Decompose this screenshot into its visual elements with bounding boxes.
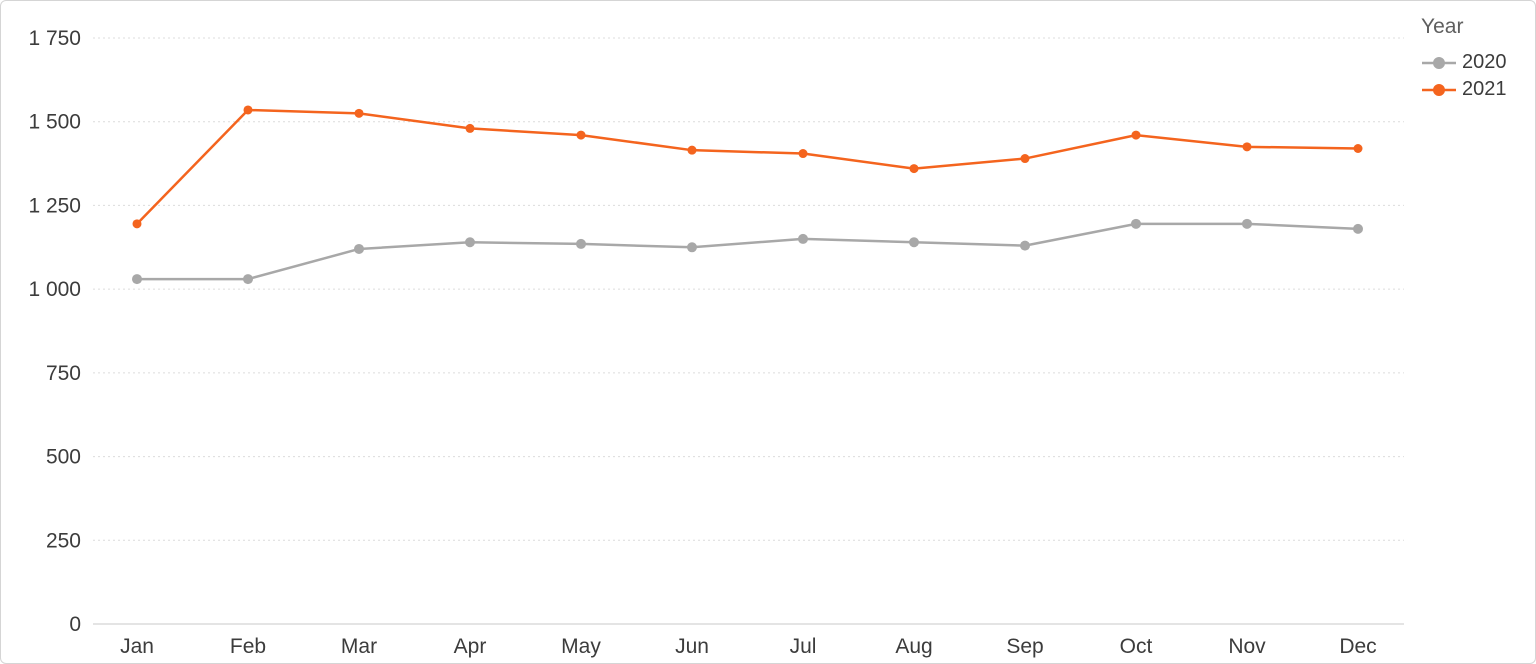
x-tick-label-may: May bbox=[561, 635, 601, 658]
x-tick-label-feb: Feb bbox=[230, 635, 266, 658]
point-2020-oct[interactable] bbox=[1131, 218, 1141, 229]
x-tick-label-oct: Oct bbox=[1120, 635, 1153, 658]
series-line-2021 bbox=[135, 108, 1360, 226]
point-2021-aug[interactable] bbox=[909, 164, 919, 174]
y-tick-label-0: 0 bbox=[69, 613, 81, 636]
point-2021-nov[interactable] bbox=[1242, 142, 1252, 152]
y-tick-label-500: 500 bbox=[46, 446, 81, 469]
x-tick-label-nov: Nov bbox=[1228, 635, 1266, 658]
legend-marker-2020-icon bbox=[1422, 56, 1456, 69]
legend: Year 2020 2021 bbox=[1421, 15, 1531, 103]
x-tick-label-mar: Mar bbox=[341, 635, 377, 658]
point-2020-nov[interactable] bbox=[1242, 218, 1252, 229]
point-2021-oct[interactable] bbox=[1131, 130, 1141, 140]
x-tick-label-dec: Dec bbox=[1339, 635, 1376, 658]
point-2021-mar[interactable] bbox=[354, 108, 364, 118]
x-tick-label-sep: Sep bbox=[1006, 635, 1043, 658]
point-2020-feb[interactable] bbox=[243, 274, 253, 285]
y-tick-label-750: 750 bbox=[46, 362, 81, 385]
point-2021-apr[interactable] bbox=[465, 123, 475, 133]
point-2020-jun[interactable] bbox=[687, 242, 697, 253]
legend-title: Year bbox=[1421, 15, 1464, 38]
legend-label-2021: 2021 bbox=[1462, 78, 1507, 100]
point-2020-dec[interactable] bbox=[1353, 223, 1363, 234]
point-2020-aug[interactable] bbox=[909, 237, 919, 248]
legend-entry-2021[interactable]: 2021 bbox=[1421, 76, 1531, 103]
point-2021-jun[interactable] bbox=[687, 145, 697, 155]
legend-entry-2020[interactable]: 2020 bbox=[1421, 49, 1531, 76]
point-2021-may[interactable] bbox=[576, 130, 586, 140]
x-tick-label-aug: Aug bbox=[895, 635, 932, 658]
y-tick-label-1500: 1 500 bbox=[28, 111, 81, 134]
point-2020-mar[interactable] bbox=[354, 243, 364, 254]
x-tick-label-apr: Apr bbox=[454, 635, 487, 658]
y-tick-label-1250: 1 250 bbox=[28, 194, 81, 217]
x-tick-label-jul: Jul bbox=[790, 635, 817, 658]
point-2020-jul[interactable] bbox=[798, 233, 808, 244]
point-2020-apr[interactable] bbox=[465, 237, 475, 248]
point-2020-jan[interactable] bbox=[132, 274, 142, 285]
y-tick-label-1750: 1 750 bbox=[28, 27, 81, 50]
point-2021-feb[interactable] bbox=[243, 105, 253, 115]
y-tick-label-250: 250 bbox=[46, 529, 81, 552]
point-2021-sep[interactable] bbox=[1020, 154, 1030, 164]
legend-label-2020: 2020 bbox=[1462, 51, 1507, 73]
x-tick-label-jun: Jun bbox=[675, 635, 709, 658]
x-tick-label-jan: Jan bbox=[120, 635, 154, 658]
point-2021-dec[interactable] bbox=[1353, 144, 1363, 154]
legend-marker-2021-icon bbox=[1422, 83, 1456, 96]
point-2021-jul[interactable] bbox=[798, 149, 808, 159]
y-tick-label-1000: 1 000 bbox=[28, 278, 81, 301]
point-2021-jan[interactable] bbox=[132, 219, 142, 229]
point-2020-may[interactable] bbox=[576, 238, 586, 249]
series-line-2020 bbox=[135, 222, 1360, 281]
point-2020-sep[interactable] bbox=[1020, 240, 1030, 251]
